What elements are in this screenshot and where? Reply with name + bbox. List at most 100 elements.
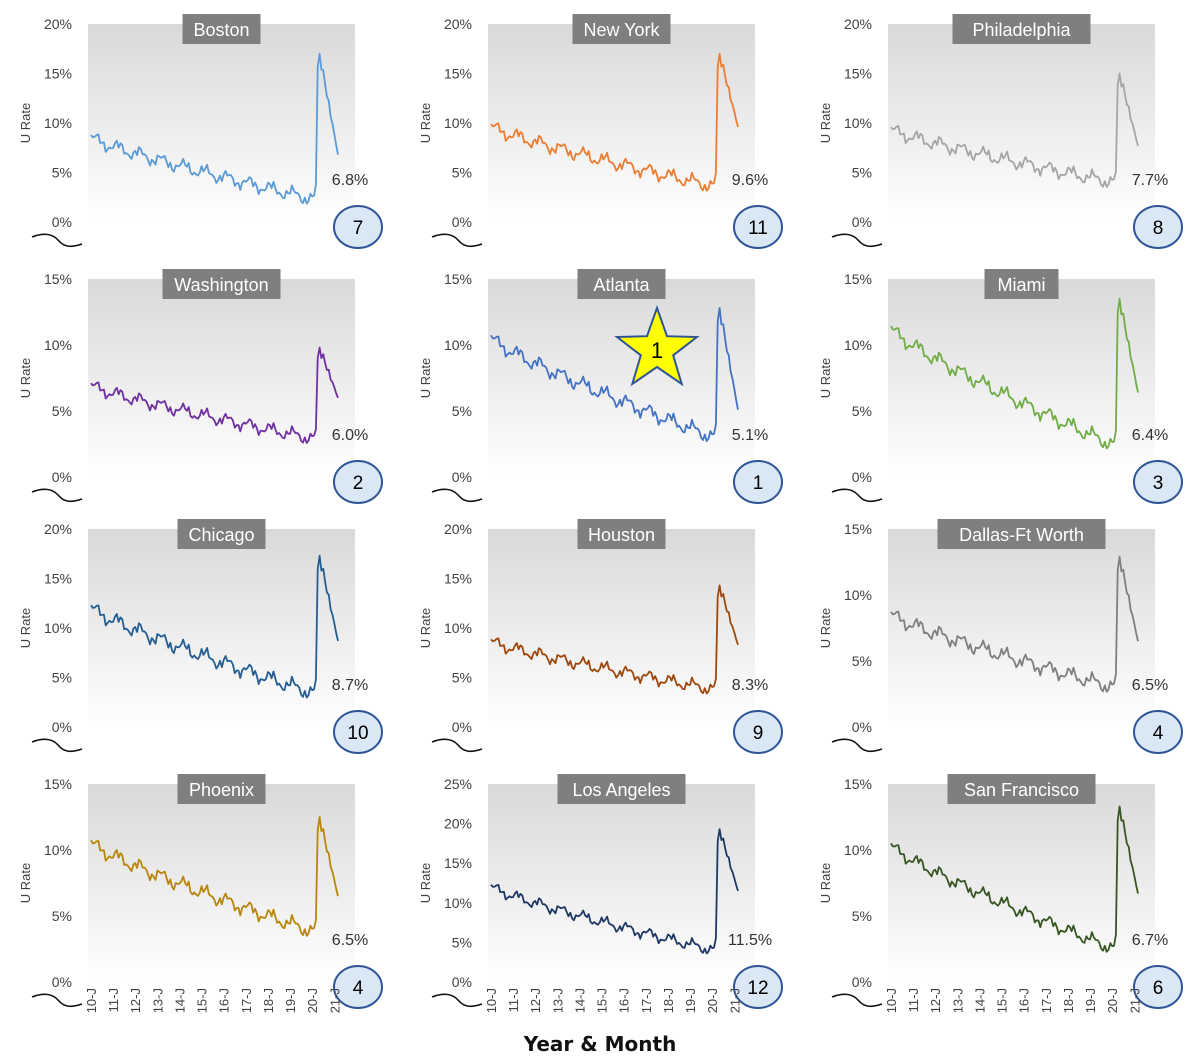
x-tick-label: 10-J bbox=[84, 988, 99, 1013]
y-tick-label: 0% bbox=[852, 719, 872, 735]
x-tick-label: 20-J bbox=[705, 988, 720, 1013]
y-tick-label: 5% bbox=[52, 670, 72, 686]
y-tick-label: 5% bbox=[52, 403, 72, 419]
latest-value-label: 6.0% bbox=[332, 427, 368, 444]
latest-value-label: 6.4% bbox=[1132, 427, 1168, 444]
x-tick-label: 16-J bbox=[1017, 988, 1032, 1013]
chart-svg: 0% 5% 10% 15% 20% 25% U Rate Los Angeles 11.5% 12… bbox=[418, 774, 783, 1013]
y-axis-title: U Rate bbox=[418, 103, 433, 143]
y-tick-label: 15% bbox=[444, 571, 472, 587]
rank-badge bbox=[333, 205, 383, 249]
y-axis-title: U Rate bbox=[818, 863, 833, 903]
y-tick-label: 15% bbox=[444, 271, 472, 287]
series-line bbox=[90, 816, 339, 937]
x-tick-label: 18-J bbox=[261, 988, 276, 1013]
y-tick-label: 10% bbox=[444, 337, 472, 353]
y-tick-label: 0% bbox=[52, 214, 72, 230]
chart-title: Philadelphia bbox=[972, 20, 1071, 40]
rank-number: 4 bbox=[353, 978, 364, 999]
chart-title: Phoenix bbox=[189, 780, 254, 800]
y-axis-title: U Rate bbox=[18, 608, 33, 648]
chart-svg: 0% 5% 10% 15% U Rate Atlanta 5.1% 1 1 bbox=[418, 269, 783, 504]
chart-panel-boston: 0% 5% 10% 15% 20% U Rate Boston 6.8% 7 bbox=[0, 0, 400, 250]
x-tick-label: 19-J bbox=[683, 988, 698, 1013]
x-tick-label: 17-J bbox=[1039, 988, 1054, 1013]
chart-title: Houston bbox=[588, 525, 655, 545]
x-tick-label: 16-J bbox=[217, 988, 232, 1013]
chart-svg: 0% 5% 10% 15% 20% U Rate New York 9.6% 11 bbox=[418, 14, 783, 249]
axis-break-mark bbox=[831, 488, 883, 503]
latest-value-label: 8.3% bbox=[732, 677, 768, 694]
latest-value-label: 7.7% bbox=[1132, 172, 1168, 189]
series-line bbox=[90, 52, 339, 205]
x-tick-label: 12-J bbox=[928, 988, 943, 1013]
rank-number: 6 bbox=[1153, 978, 1164, 999]
rank-number: 7 bbox=[353, 218, 364, 239]
y-axis-title: U Rate bbox=[418, 608, 433, 648]
chart-title-box bbox=[947, 774, 1096, 804]
y-tick-label: 5% bbox=[452, 165, 472, 181]
chart-panel-philadelphia: 0% 5% 10% 15% 20% U Rate Philadelphia 7.7% 8 bbox=[800, 0, 1200, 250]
chart-title-box bbox=[162, 269, 281, 299]
chart-svg: 0% 5% 10% 15% 20% U Rate Philadelphia 7.7% 8 bbox=[818, 14, 1183, 249]
axis-break-mark bbox=[431, 233, 483, 248]
chart-title: Los Angeles bbox=[572, 780, 670, 800]
rank-number: 12 bbox=[747, 978, 768, 999]
chart-title-box bbox=[182, 14, 261, 44]
series-line bbox=[490, 584, 739, 695]
series-line bbox=[890, 555, 1139, 693]
star-icon bbox=[614, 305, 700, 387]
y-tick-label: 10% bbox=[44, 842, 72, 858]
plot-area bbox=[88, 784, 355, 982]
y-tick-label: 10% bbox=[44, 337, 72, 353]
y-tick-label: 15% bbox=[44, 66, 72, 82]
chart-title: San Francisco bbox=[964, 780, 1079, 800]
y-tick-label: 0% bbox=[452, 974, 472, 990]
latest-value-label: 6.5% bbox=[1132, 677, 1168, 694]
y-tick-label: 0% bbox=[452, 214, 472, 230]
axis-break-mark bbox=[831, 233, 883, 248]
rank-number: 3 bbox=[1153, 473, 1164, 494]
chart-panel-san-francisco: 0% 5% 10% 15% U Rate San Francisco 6.7% 6 10-J 11… bbox=[800, 760, 1200, 1013]
y-tick-label: 15% bbox=[844, 521, 872, 537]
plot-area bbox=[888, 279, 1155, 477]
y-tick-label: 5% bbox=[452, 934, 472, 950]
rank-badge bbox=[333, 965, 383, 1009]
rank-badge bbox=[333, 460, 383, 504]
x-tick-label: 14-J bbox=[573, 988, 588, 1013]
y-tick-label: 10% bbox=[844, 115, 872, 131]
plot-area bbox=[88, 529, 355, 727]
x-tick-label: 18-J bbox=[661, 988, 676, 1013]
y-tick-label: 15% bbox=[44, 776, 72, 792]
chart-title-box bbox=[577, 269, 666, 299]
y-tick-label: 5% bbox=[852, 165, 872, 181]
y-tick-label: 10% bbox=[444, 620, 472, 636]
x-tick-label: 19-J bbox=[283, 988, 298, 1013]
y-tick-label: 10% bbox=[444, 895, 472, 911]
y-tick-label: 10% bbox=[44, 620, 72, 636]
y-tick-label: 0% bbox=[452, 719, 472, 735]
latest-value-label: 9.6% bbox=[732, 172, 768, 189]
latest-value-label: 5.1% bbox=[732, 427, 768, 444]
chart-title: Chicago bbox=[188, 525, 254, 545]
y-tick-label: 0% bbox=[852, 974, 872, 990]
plot-area bbox=[488, 529, 755, 727]
y-tick-label: 5% bbox=[852, 908, 872, 924]
series-line bbox=[90, 346, 339, 444]
x-tick-label: 13-J bbox=[550, 988, 565, 1013]
rank-badge bbox=[333, 710, 383, 754]
y-axis-title: U Rate bbox=[418, 358, 433, 398]
y-tick-label: 5% bbox=[52, 908, 72, 924]
latest-value-label: 8.7% bbox=[332, 677, 368, 694]
y-tick-label: 20% bbox=[444, 16, 472, 32]
x-tick-label: 21-J bbox=[327, 988, 342, 1013]
rank-badge bbox=[1133, 460, 1183, 504]
x-tick-label: 16-J bbox=[617, 988, 632, 1013]
y-tick-label: 0% bbox=[852, 469, 872, 485]
y-tick-label: 15% bbox=[844, 271, 872, 287]
y-tick-label: 5% bbox=[852, 403, 872, 419]
chart-svg: 0% 5% 10% 15% 20% U Rate Boston 6.8% 7 bbox=[18, 14, 383, 249]
rank-badge bbox=[733, 965, 783, 1009]
latest-value-label: 11.5% bbox=[728, 932, 772, 949]
chart-svg: 0% 5% 10% 15% U Rate San Francisco 6.7% 6 10-J 11… bbox=[818, 774, 1183, 1013]
